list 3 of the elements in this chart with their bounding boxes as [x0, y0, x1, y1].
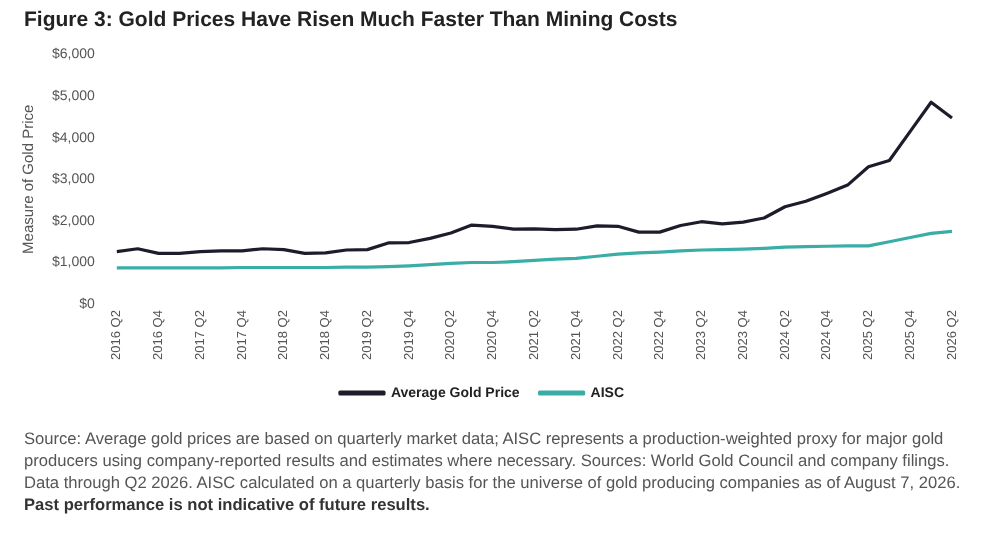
- source-note: Source: Average gold prices are based on quarterly market data; AISC represents a production-weighted proxy for major gold producers using company-reported results and estimates where necessary. Sources: World Gold Council and company filings. Data through Q2 2026. AISC calculated on a quarterly basis for the universe of gold producing companies as of August 7, 2026.: [24, 428, 961, 492]
- text: Past performance is not indicative of future results.: [24, 494, 430, 514]
- chart-title: Figure 3: Gold Prices Have Risen Much Faster Than Mining Costs: [22, 6, 680, 36]
